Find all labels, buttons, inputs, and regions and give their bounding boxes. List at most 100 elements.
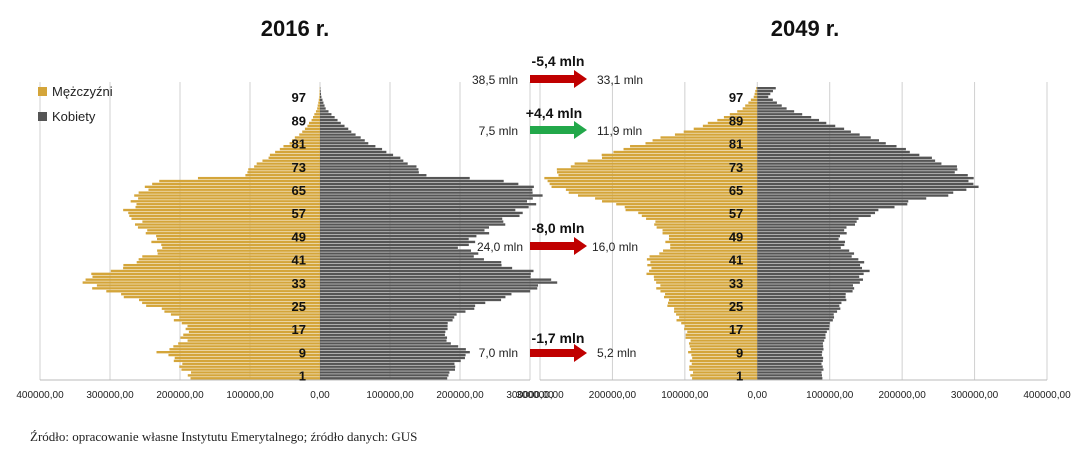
bar-female-age-7 — [757, 356, 824, 360]
x-tick-labels-2049: 300000,00 200000,00 100000,00 0,00 100000,00… — [516, 390, 1071, 401]
bar-male-age-53 — [135, 223, 320, 226]
x-tick-label: 400000,00 — [1023, 390, 1071, 401]
bar-male-age-7 — [692, 356, 758, 360]
x-tick-label: 300000,00 — [86, 390, 134, 401]
bar-male-age-49 — [156, 234, 320, 238]
bar-female-age-50 — [320, 232, 490, 235]
bar-male-age-5 — [182, 362, 320, 365]
bar-female-age-79 — [320, 147, 383, 151]
bar-male-age-31 — [92, 287, 320, 290]
age-tick-label: 41 — [292, 253, 306, 268]
bar-female-age-87 — [757, 124, 836, 128]
bar-male-age-97 — [319, 95, 320, 99]
bar-male-age-64 — [568, 191, 758, 194]
bar-male-age-54 — [655, 220, 758, 223]
bar-male-age-77 — [269, 153, 320, 157]
bar-female-age-62 — [320, 197, 533, 200]
bar-female-age-50 — [757, 232, 847, 235]
bar-male-age-42 — [649, 255, 758, 258]
bar-female-age-23 — [757, 310, 838, 313]
bar-male-age-59 — [624, 205, 758, 209]
bar-male-age-70 — [558, 174, 758, 177]
change-delta: -8,0 mln — [532, 220, 585, 236]
bar-female-age-10 — [757, 348, 824, 351]
bar-male-age-48 — [668, 237, 758, 241]
bar-female-age-17 — [320, 327, 448, 331]
bar-male-age-56 — [129, 214, 320, 218]
bar-male-age-7 — [174, 356, 320, 360]
decrease-arrow-icon — [530, 70, 587, 88]
bar-female-age-21 — [320, 316, 455, 319]
bar-female-age-35 — [320, 275, 531, 278]
bar-female-age-42 — [320, 255, 474, 258]
bar-female-age-81 — [320, 142, 369, 145]
bar-male-age-100 — [756, 87, 758, 90]
bar-male-age-17 — [185, 327, 320, 331]
bar-female-age-67 — [320, 182, 519, 186]
bar-female-age-86 — [320, 127, 349, 130]
bar-female-age-4 — [320, 365, 456, 368]
bar-male-age-15 — [685, 333, 758, 336]
bars-2016 — [82, 87, 558, 380]
bar-male-age-25 — [667, 304, 758, 307]
bar-female-age-82 — [320, 139, 365, 142]
bar-female-age-29 — [320, 292, 512, 296]
age-tick-label: 89 — [292, 113, 306, 128]
bar-male-age-45 — [162, 246, 320, 249]
bar-male-age-35 — [92, 275, 321, 278]
bar-female-age-74 — [757, 162, 942, 165]
bar-male-age-55 — [646, 217, 758, 220]
bar-male-age-67 — [549, 182, 758, 186]
age-labels-2016: 1 9 17 25 33 41 49 57 65 73 81 89 97 — [292, 90, 306, 383]
age-tick-label: 17 — [292, 322, 306, 337]
change-to: 5,2 mln — [597, 346, 636, 360]
bar-female-age-99 — [757, 89, 773, 93]
bar-male-age-36 — [91, 272, 320, 276]
age-tick-label: 33 — [292, 276, 306, 291]
bar-male-age-58 — [123, 208, 320, 212]
change-to: 11,9 mln — [597, 124, 642, 138]
bar-female-age-53 — [320, 223, 506, 226]
bar-female-age-42 — [757, 255, 852, 258]
x-tick-label: 300000,00 — [516, 390, 564, 401]
bar-female-age-24 — [320, 307, 475, 310]
bar-female-age-8 — [757, 353, 822, 357]
age-tick-label: 9 — [736, 345, 743, 360]
bar-male-age-50 — [662, 232, 758, 235]
bar-female-age-47 — [320, 240, 476, 244]
bar-female-age-2 — [757, 371, 822, 374]
bar-male-age-4 — [179, 365, 320, 368]
bar-male-age-76 — [268, 156, 320, 160]
bar-female-age-26 — [757, 301, 842, 305]
bar-female-age-12 — [320, 342, 451, 345]
bar-female-age-18 — [320, 324, 448, 328]
bar-male-age-33 — [656, 281, 758, 284]
bar-female-age-31 — [320, 287, 538, 290]
bar-male-age-12 — [688, 342, 758, 345]
bar-female-age-63 — [320, 194, 543, 197]
bar-male-age-13 — [690, 339, 758, 342]
bar-male-age-78 — [275, 150, 320, 154]
bar-female-age-91 — [320, 113, 332, 116]
bar-male-age-61 — [602, 200, 758, 203]
bar-female-age-57 — [320, 211, 523, 215]
bar-female-age-44 — [320, 249, 472, 252]
bar-male-age-26 — [142, 301, 320, 305]
bar-male-age-92 — [737, 110, 758, 113]
bar-female-age-67 — [757, 182, 974, 186]
bar-male-age-19 — [681, 321, 758, 325]
bar-male-age-68 — [547, 179, 758, 183]
bar-female-age-78 — [757, 150, 910, 154]
bar-female-age-0 — [320, 377, 448, 380]
bar-female-age-87 — [320, 124, 345, 128]
bar-female-age-70 — [757, 174, 968, 177]
bar-female-age-28 — [757, 295, 846, 299]
bar-male-age-32 — [660, 284, 758, 287]
bar-female-age-56 — [320, 214, 520, 218]
bar-male-age-65 — [148, 188, 320, 191]
bar-female-age-13 — [320, 339, 447, 342]
change-annotation-children: -1,7 mln 7,0 mln 5,2 mln — [479, 330, 636, 362]
bar-female-age-66 — [757, 185, 979, 189]
bar-male-age-29 — [121, 292, 321, 296]
bar-female-age-84 — [757, 133, 860, 136]
